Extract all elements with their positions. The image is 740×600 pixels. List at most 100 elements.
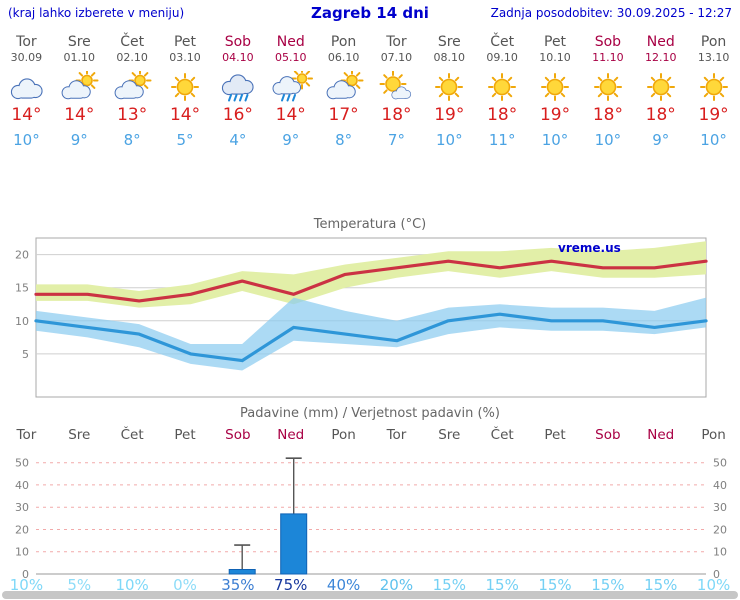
forecast-day-07-10[interactable]: Tor 07.10 18° 7°: [370, 30, 423, 172]
temp-low: 10°: [436, 131, 463, 149]
y-axis-label: 10: [15, 315, 29, 328]
y-axis-label-right: 10: [713, 546, 727, 559]
temp-high: 17°: [328, 105, 359, 125]
forecast-day-10-10[interactable]: Pet 10.10 19° 10°: [529, 30, 582, 172]
day-name: Tor: [16, 34, 37, 50]
forecast-strip: Tor 30.09 14° 10° Sre 01.10 14° 9° Čet 02.10 13° 8°…: [0, 30, 740, 172]
day-date: 08.10: [433, 51, 466, 64]
day-name: Sob: [224, 34, 252, 50]
precip-probability: 0%: [173, 576, 197, 594]
precipitation-chart: 0 0 10 10 20 20 30 30 40 40 50 50: [15, 457, 727, 581]
forecast-day-13-10[interactable]: Pon 13.10 19° 10°: [687, 30, 740, 172]
vreme-us-watermark[interactable]: vreme.us: [558, 241, 621, 255]
temp-min-band: [36, 297, 706, 371]
page-title: Zagreb 14 dni: [311, 4, 429, 22]
day-date: 03.10: [169, 51, 201, 64]
sunny-icon: [435, 73, 464, 101]
day-date: 11.10: [592, 51, 624, 64]
temp-high: 18°: [645, 105, 676, 125]
precip-bar: [228, 569, 256, 575]
precip-probability: 15%: [644, 576, 678, 594]
precip-probability: 20%: [379, 576, 414, 594]
temp-low: 10°: [700, 131, 727, 149]
y-axis-label: 5: [22, 348, 29, 361]
y-axis-label-left: 40: [15, 479, 29, 492]
forecast-day-04-10[interactable]: Sob 04.10 16° 4°: [211, 30, 264, 172]
day-name: Ned: [646, 34, 675, 50]
day-name: Sre: [67, 34, 91, 50]
precip-day-label: Sre: [68, 427, 91, 443]
sunny-icon: [646, 73, 675, 101]
forecast-day-02-10[interactable]: Čet 02.10 13° 8°: [106, 30, 159, 172]
precip-probability: 15%: [432, 576, 466, 594]
temp-low: 4°: [229, 131, 247, 149]
temp-high: 19°: [539, 105, 571, 125]
precipitation-day-labels: Tor Sre Čet Pet Sob Ned Pon Tor Sre Čet Pet Sob Ned P…: [0, 427, 740, 445]
precip-probability: 10%: [115, 576, 149, 594]
day-date: 13.10: [697, 51, 730, 64]
sunny-icon: [593, 73, 622, 101]
temperature-chart: 5 10 15 20 vreme.us: [15, 237, 708, 398]
forecast-day-03-10[interactable]: Pet 03.10 14° 5°: [159, 30, 212, 172]
temp-high: 19°: [434, 105, 465, 125]
day-date: 30.09: [10, 51, 43, 64]
forecast-day-30-09[interactable]: Tor 30.09 14° 10°: [0, 30, 53, 172]
precip-day-label: Pet: [174, 427, 196, 443]
y-axis-label-left: 50: [15, 457, 29, 470]
temp-max-line: [34, 259, 708, 303]
precipitation-probability-row: 10% 5% 10% 0% 35% 75% 40% 20% 15% 15% 15% 15% 15% 10%: [0, 576, 740, 594]
last-updated: Zadnja posodobitev: 30.09.2025 - 12:27: [490, 6, 732, 20]
horizontal-scrollbar[interactable]: [2, 591, 738, 599]
temp-low: 9°: [70, 131, 88, 149]
forecast-day-05-10[interactable]: Ned 05.10 14° 9°: [264, 30, 317, 172]
forecast-day-09-10[interactable]: Čet 09.10 18° 11°: [476, 30, 529, 172]
y-axis-label-left: 0: [22, 568, 29, 581]
temp-low: 10°: [541, 131, 569, 149]
day-name: Ned: [276, 34, 305, 50]
day-date: 09.10: [486, 51, 518, 64]
sunny-icon: [171, 73, 199, 101]
y-axis-label-right: 0: [713, 568, 720, 581]
partly-cloudy-icon: [114, 71, 152, 100]
temp-low: 5°: [176, 131, 194, 149]
day-name: Čet: [490, 34, 515, 50]
forecast-day-01-10[interactable]: Sre 01.10 14° 9°: [53, 30, 106, 172]
day-date: 07.10: [380, 51, 413, 64]
y-axis-label: 15: [15, 282, 29, 295]
day-date: 02.10: [116, 51, 148, 64]
forecast-day-11-10[interactable]: Sob 11.10 18° 10°: [581, 30, 634, 172]
partly-cloudy-icon: [61, 71, 99, 100]
temp-low: 8°: [335, 131, 353, 149]
y-axis-label-left: 30: [15, 501, 29, 514]
day-date: 12.10: [644, 51, 677, 64]
precip-probability: 10%: [9, 576, 44, 594]
day-name: Pet: [544, 34, 567, 50]
precip-day-label: Pon: [331, 427, 356, 443]
precip-day-label: Čet: [120, 427, 144, 443]
precip-day-label: Pon: [701, 427, 726, 443]
day-name: Pon: [700, 34, 727, 50]
forecast-day-08-10[interactable]: Sre 08.10 19° 10°: [423, 30, 476, 172]
day-name: Sre: [437, 34, 461, 50]
temp-high: 14°: [169, 105, 201, 125]
precip-day-label: Čet: [490, 427, 514, 443]
temp-low: 9°: [652, 131, 670, 149]
temp-low: 7°: [387, 131, 405, 149]
forecast-day-12-10[interactable]: Ned 12.10 18° 9°: [634, 30, 687, 172]
y-axis-label-right: 50: [713, 457, 727, 470]
y-axis-label-right: 20: [713, 524, 727, 537]
cloudy-icon: [11, 78, 44, 100]
day-name: Sob: [594, 34, 622, 50]
precip-day-label: Sre: [438, 427, 461, 443]
day-date: 06.10: [327, 51, 360, 64]
partly-cloudy-icon: [326, 71, 364, 100]
forecast-day-06-10[interactable]: Pon 06.10 17° 8°: [317, 30, 370, 172]
temp-high: 13°: [117, 105, 148, 125]
precip-probability: 40%: [326, 576, 361, 594]
precipitation-chart-title: Padavine (mm) / Verjetnost padavin (%): [240, 406, 500, 421]
day-date: 04.10: [222, 51, 254, 64]
temp-high: 18°: [487, 105, 518, 125]
temp-high: 14°: [11, 105, 42, 125]
day-name: Čet: [120, 34, 145, 50]
